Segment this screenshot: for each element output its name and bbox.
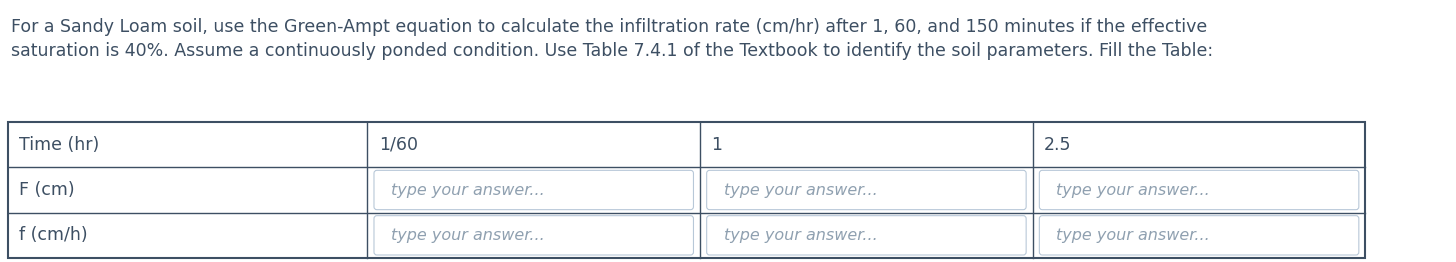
Text: type your answer...: type your answer... <box>392 183 545 198</box>
Text: type your answer...: type your answer... <box>724 228 878 243</box>
Text: 1: 1 <box>712 136 722 154</box>
FancyBboxPatch shape <box>1040 216 1358 255</box>
Bar <box>7 122 1366 258</box>
Text: 1/60: 1/60 <box>379 136 418 154</box>
Text: saturation is 40%. Assume a continuously ponded condition. Use Table 7.4.1 of th: saturation is 40%. Assume a continuously… <box>12 42 1213 60</box>
Text: type your answer...: type your answer... <box>392 228 545 243</box>
Text: 2.5: 2.5 <box>1044 136 1072 154</box>
Text: type your answer...: type your answer... <box>1056 228 1210 243</box>
Text: Time (hr): Time (hr) <box>19 136 99 154</box>
Text: type your answer...: type your answer... <box>724 183 878 198</box>
Text: type your answer...: type your answer... <box>1056 183 1210 198</box>
Text: f (cm/h): f (cm/h) <box>19 226 87 244</box>
FancyBboxPatch shape <box>706 216 1026 255</box>
Text: For a Sandy Loam soil, use the Green-Ampt equation to calculate the infiltration: For a Sandy Loam soil, use the Green-Amp… <box>12 18 1207 36</box>
FancyBboxPatch shape <box>706 170 1026 210</box>
FancyBboxPatch shape <box>1040 170 1358 210</box>
Text: F (cm): F (cm) <box>19 181 74 199</box>
FancyBboxPatch shape <box>374 216 693 255</box>
FancyBboxPatch shape <box>374 170 693 210</box>
